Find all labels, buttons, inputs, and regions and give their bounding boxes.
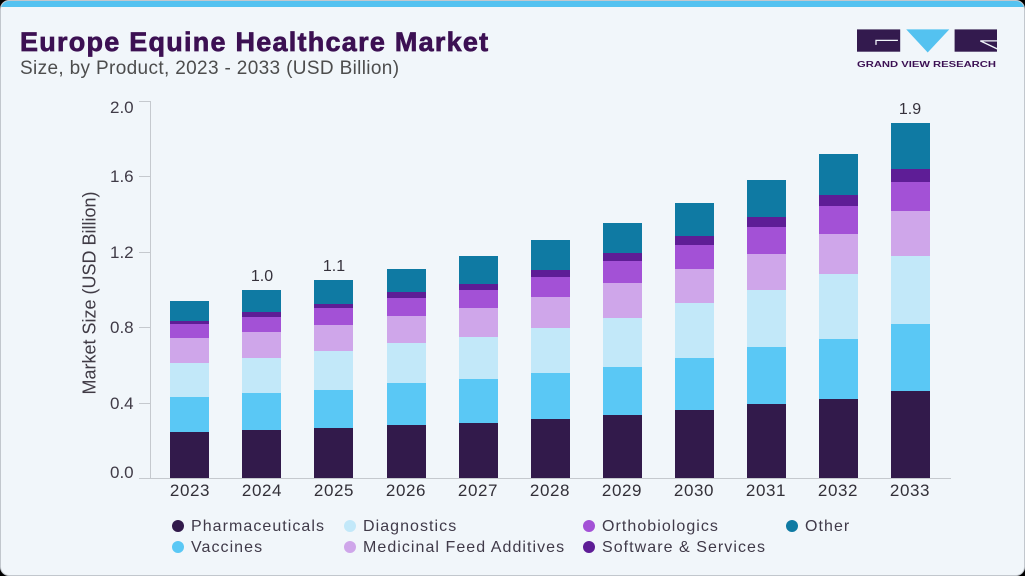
svg-text:GRAND VIEW RESEARCH: GRAND VIEW RESEARCH: [857, 60, 996, 69]
